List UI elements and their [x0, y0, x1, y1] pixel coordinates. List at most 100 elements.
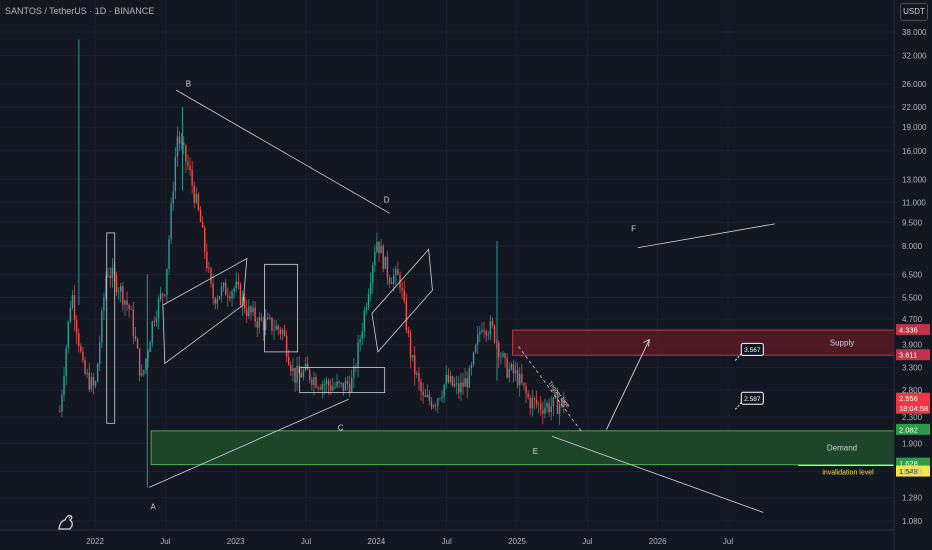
candle-down-body: [540, 403, 542, 410]
candle-up-body: [546, 403, 548, 408]
candle-up-body: [359, 338, 361, 343]
candle-up-body: [321, 384, 324, 390]
y-tick-label: 11.000: [902, 198, 926, 207]
x-tick-label: Jul: [160, 537, 170, 546]
candle-up-body: [157, 298, 160, 319]
candle-up-body: [489, 321, 492, 335]
price-label-bg: [896, 457, 930, 469]
candle-down-body: [447, 375, 450, 383]
candle-down-body: [319, 387, 321, 390]
candle-up-body: [273, 329, 275, 331]
candle-down-body: [82, 351, 84, 361]
candle-up-body: [195, 194, 198, 203]
candle-down-body: [260, 317, 263, 321]
candle-down-body: [88, 372, 90, 390]
projection-arrow: [605, 339, 650, 430]
candle-up-body: [470, 364, 473, 369]
y-tick-label: 9.500: [902, 218, 923, 227]
candle-up-body: [103, 297, 105, 311]
candle-up-body: [117, 291, 120, 293]
candle-down-body: [189, 165, 191, 171]
candle-down-body: [183, 142, 185, 146]
candle-up-body: [334, 386, 336, 388]
candle-down-body: [84, 360, 86, 374]
candle-down-body: [298, 365, 300, 374]
candle-up-body: [411, 355, 414, 358]
candle-down-body: [80, 346, 82, 352]
candle-up-body: [170, 203, 172, 240]
candle-up-body: [508, 368, 510, 378]
y-tick-label: 2.800: [902, 386, 923, 395]
candle-up-body: [376, 241, 378, 253]
candle-down-body: [563, 398, 565, 407]
candle-up-body: [67, 321, 69, 348]
candle-up-body: [550, 406, 552, 413]
candle-down-body: [237, 281, 240, 285]
candle-down-body: [227, 295, 229, 297]
price-label: 2.082: [899, 425, 918, 434]
price-label-bg: [896, 465, 930, 477]
target-box: [740, 391, 764, 405]
candle-down-body: [386, 256, 389, 278]
candle-down-body: [277, 325, 279, 330]
candle-up-body: [380, 245, 382, 254]
candle-up-body: [90, 377, 93, 390]
candle-up-body: [432, 405, 435, 408]
candle-up-body: [479, 331, 481, 335]
wave-point-a: A: [151, 502, 157, 511]
candle-up-body: [357, 342, 359, 368]
candle-down-body: [529, 397, 531, 409]
wave-point-b: B: [186, 79, 191, 88]
candle-up-body: [500, 356, 502, 358]
candle-down-body: [407, 330, 410, 333]
candle-up-body: [453, 384, 456, 386]
chart-title: SANTOS / TetherUS · 1D · BINANCE: [5, 6, 155, 16]
y-tick-label: 1.280: [902, 494, 923, 503]
candle-up-body: [519, 373, 521, 386]
candle-down-body: [451, 376, 454, 386]
candle-up-body: [218, 296, 221, 300]
candle-down-body: [212, 283, 214, 299]
candle-down-body: [397, 268, 399, 275]
candle-up-body: [61, 394, 63, 412]
consolidation-box-1: [106, 232, 116, 424]
candle-down-body: [405, 300, 408, 331]
candle-up-body: [159, 293, 162, 299]
candle-down-body: [92, 377, 95, 386]
candle-down-body: [342, 382, 345, 391]
candle-down-body: [136, 339, 139, 349]
candle-down-body: [521, 373, 523, 383]
candle-up-body: [94, 381, 97, 386]
candle-down-body: [178, 136, 181, 144]
candle-up-body: [216, 299, 219, 304]
candle-down-body: [525, 385, 527, 394]
price-label: 4.336: [899, 326, 918, 335]
candle-up-body: [63, 376, 65, 395]
candle-down-body: [409, 332, 412, 358]
trigger-line-label: Trigger Line: [546, 381, 571, 410]
candle-up-body: [464, 378, 466, 387]
candle-up-body: [472, 352, 475, 365]
candle-down-body: [78, 333, 80, 347]
candle-up-body: [304, 363, 307, 371]
candle-up-body: [395, 268, 397, 276]
candle-down-body: [279, 329, 282, 334]
tradingview-logo-icon: [58, 514, 73, 530]
y-tick-label: 16.000: [902, 147, 927, 156]
y-tick-label: 3.900: [902, 341, 923, 350]
candle-down-body: [403, 290, 405, 301]
candle-down-body: [493, 325, 496, 342]
candle-down-body: [420, 381, 422, 392]
candle-up-body: [487, 334, 489, 336]
candle-up-body: [502, 353, 504, 357]
candle-up-body: [336, 381, 338, 387]
price-label: 18:04:58: [899, 404, 928, 413]
candle-up-body: [292, 367, 294, 372]
candle-up-body: [141, 373, 143, 376]
candle-up-body: [105, 276, 107, 298]
candle-down-body: [122, 285, 124, 305]
currency-selector[interactable]: USDT: [900, 3, 928, 21]
candle-up-body: [351, 377, 353, 393]
x-tick-label: 2026: [649, 537, 667, 546]
